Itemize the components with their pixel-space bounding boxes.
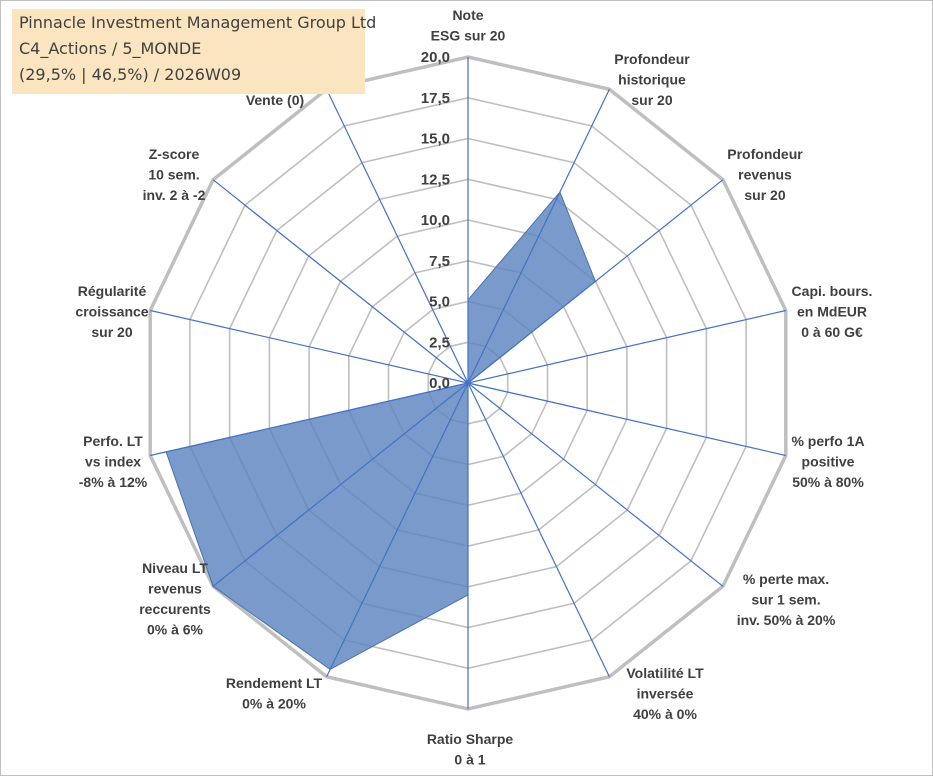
axis-label-line: Note [452,7,483,23]
tick-label: 5,0 [429,294,450,311]
axis-label-line: 0% à 6% [147,622,204,638]
axis-label-line: Régularité [78,283,147,299]
axis-label-8: Rendement LT 0% à 20% [226,675,323,712]
axis-label-line: 0 à 60 G€ [801,324,863,340]
axis-label-1: Profondeur historique sur 20 [614,51,690,108]
axis-spoke-6 [467,382,610,677]
tick-label: 17,5 [421,90,450,107]
axis-label-line: Perfo. LT [83,433,143,449]
axis-label-line: Capi. bours. [792,283,873,299]
axis-label-line: vs index [85,454,141,470]
title-period: (29,5% | 46,5%) / 2026W09 [19,65,242,84]
tick-label: 0,0 [429,375,450,392]
axis-label-line: revenus [738,167,792,183]
axis-label-line: revenus [148,581,202,597]
axis-spoke-2 [467,179,724,384]
axis-label-line: % perfo 1A [791,433,864,449]
tick-label: 7,5 [429,253,450,270]
axis-label-3: Capi. bours. en MdEUR 0 à 60 G€ [792,283,873,340]
axis-spoke-12 [212,179,469,384]
axis-label-10: Perfo. LT vs index -8% à 12% [79,433,148,490]
axis-label-line: Ratio Sharpe [427,731,514,747]
axis-label-line: Rendement LT [226,675,323,691]
axis-spoke-3 [467,309,786,384]
axis-label-line: 0% à 20% [242,696,306,712]
axis-label-line: % perte max. [743,571,829,587]
axis-label-9: Niveau LT revenus reccurents 0% à 6% [139,560,211,638]
axis-label-line: Niveau LT [142,560,208,576]
tick-label: 15,0 [421,131,450,148]
label-layer: Note ESG sur 20 Profondeur historique sur 20… [75,7,872,768]
axis-label-line: historique [618,72,686,88]
axis-label-line: inversée [637,686,694,702]
axis-label-11: Régularité croissance sur 20 [75,283,148,340]
tick-layer: 0,0 2,5 5,0 7,5 10,0 12,5 15,0 17,5 20,0 [421,49,450,392]
axis-spoke-9 [212,382,469,587]
axis-label-line: reccurents [139,601,211,617]
tick-label: 20,0 [421,49,450,66]
axis-label-line: Profondeur [727,146,803,162]
tick-label: 10,0 [421,212,450,229]
axis-label-line: Profondeur [614,51,690,67]
axis-spoke-5 [467,382,724,587]
axis-label-5: % perte max. sur 1 sem. inv. 50% à 20% [737,571,836,628]
axis-label-line: Volatilité LT [626,665,704,681]
spoke-layer [150,57,786,709]
axis-label-line: en MdEUR [797,304,867,320]
axis-label-2: Profondeur revenus sur 20 [727,146,803,203]
axis-label-line: -8% à 12% [79,474,148,490]
axis-label-line: Z-score [149,146,200,162]
axis-label-0: Note ESG sur 20 [431,7,506,44]
axis-label-line: 50% à 80% [792,474,864,490]
axis-label-12: Z-score 10 sem. inv. 2 à -2 [143,146,206,203]
title-portfolio: C4_Actions / 5_MONDE [19,39,202,58]
axis-spoke-10 [150,382,469,457]
axis-label-line: sur 1 sem. [751,592,820,608]
tick-label: 2,5 [429,334,450,351]
axis-label-line: sur 20 [631,92,672,108]
axis-label-line: sur 20 [744,187,785,203]
axis-label-line: Vente (0) [246,92,304,108]
axis-label-6: Volatilité LT inversée 40% à 0% [626,665,704,722]
axis-label-line: sur 20 [91,324,132,340]
axis-spoke-4 [467,382,786,457]
axis-label-line: croissance [75,304,148,320]
title-company: Pinnacle Investment Management Group Ltd [19,13,377,32]
axis-label-line: 0 à 1 [454,752,485,768]
axis-label-line: inv. 2 à -2 [143,187,206,203]
tick-label: 12,5 [421,171,450,188]
axis-spoke-1 [467,89,610,384]
axis-spoke-11 [150,309,469,384]
axis-label-line: 40% à 0% [633,706,697,722]
title-box: Pinnacle Investment Management Group Ltd… [12,9,376,94]
axis-label-4: % perfo 1A positive 50% à 80% [791,433,864,490]
axis-spoke-8 [326,382,469,677]
axis-label-7: Ratio Sharpe 0 à 1 [427,731,514,768]
axis-label-line: positive [802,454,855,470]
axis-label-line: inv. 50% à 20% [737,612,836,628]
axis-label-line: ESG sur 20 [431,28,506,44]
axis-spoke-13 [326,89,469,384]
axis-label-line: 10 sem. [148,167,199,183]
